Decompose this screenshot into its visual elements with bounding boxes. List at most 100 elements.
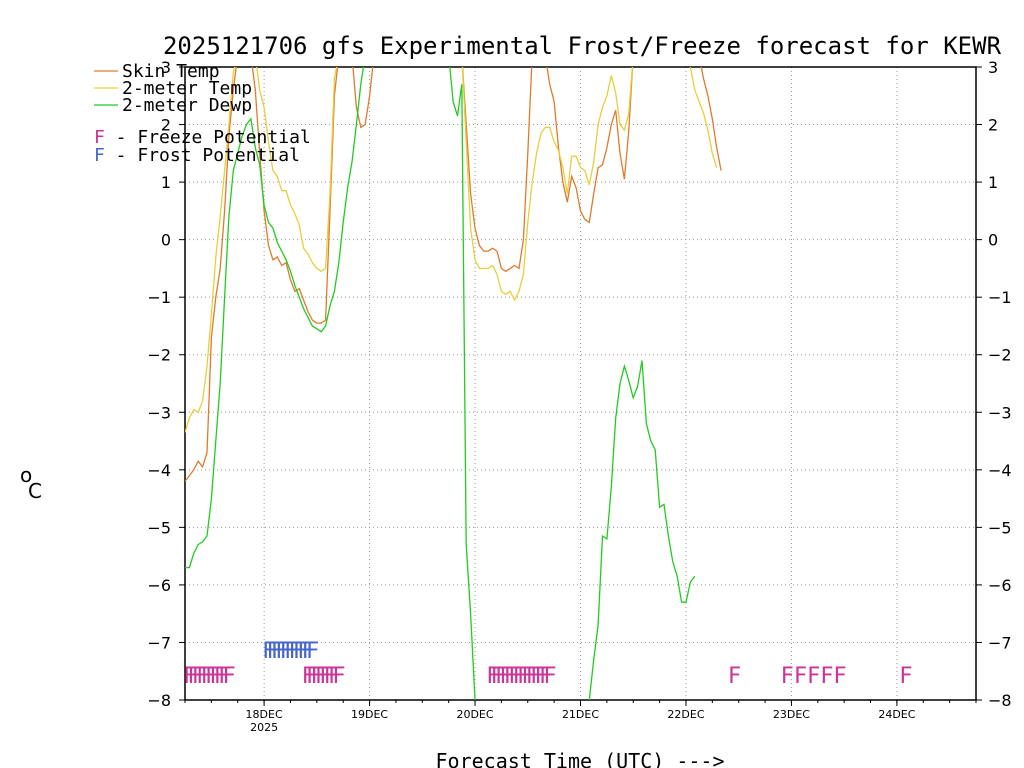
y-tick-label-right: −6 [988,576,1012,595]
freeze-potential-marker: F [205,664,218,689]
y-tick-label-right: −1 [988,288,1012,307]
y-tick-label-left: 3 [161,58,171,77]
y-tick-label-right: −2 [988,346,1012,365]
x-tick-sublabel: 2025 [250,721,278,734]
x-tick-label: 18DEC [246,708,283,721]
series-lines [185,67,722,700]
freeze-potential-marker: F [508,664,521,689]
y-axis-ticks: −8 −8 −7 −7 −6 −6 −5 −5 −4 −4 −3 −3 −2 −2 −1 −1 0 0 1 1 2 2 3 3 [147,58,1011,710]
freeze-potential-marker: F [306,664,319,689]
freeze-potential-marker: F [539,664,552,689]
frost-potential-marker: F [262,639,275,664]
y-tick-label-left: −5 [147,518,171,537]
frost-potential-marker: F [275,639,288,664]
freeze-potential-marker: F [486,664,499,689]
y-axis-unit-degree: o [20,463,32,487]
freeze-potential-marker: F [302,664,315,689]
freeze-potential-marker: F [728,664,741,689]
freeze-potential-marker: F [214,664,227,689]
x-axis-label: Forecast Time (UTC) ---> [436,749,725,768]
freeze-potential-marker: F [543,664,556,689]
y-tick-label-right: −8 [988,691,1012,710]
series-line-2-meter-dewp [449,67,476,700]
freeze-potential-marker: F [513,664,526,689]
gridlines [185,67,976,700]
freeze-potential-marker: F [535,664,548,689]
freeze-potential-marker: F [201,664,214,689]
frost-potential-marker: F [306,639,319,664]
x-tick-label: 24DEC [878,708,915,721]
frost-potential-marker: F [284,639,297,664]
potential-legend-letter: F [94,127,105,148]
y-tick-label-right: 3 [988,58,998,77]
series-line-skin-temp [185,67,237,482]
freeze-potential-marker: F [324,664,337,689]
series-line-skin-temp [700,67,722,171]
potential-legend-entry: F - Frost Potential [94,145,300,166]
series-line-skin-temp [546,67,634,224]
freeze-potential-marker: F [517,664,530,689]
frost-potential-marker: F [266,639,279,664]
y-tick-label-left: 2 [161,116,171,135]
freeze-potential-marker: F [196,664,209,689]
freeze-potential-marker: F [332,664,345,689]
series-line-skin-temp [461,67,533,273]
y-tick-label-right: 1 [988,173,998,192]
freeze-potential-marker: F [328,664,341,689]
freeze-potential-marker: F [781,664,794,689]
frost-potential-marker: F [293,639,306,664]
y-tick-label-right: 2 [988,116,998,135]
freeze-potential-marker: F [495,664,508,689]
freeze-potential-marker: F [192,664,205,689]
freeze-potential-marker: F [899,664,912,689]
legend-label: Skin Temp [122,61,220,82]
y-tick-label-right: −4 [988,461,1012,480]
y-tick-label-right: 0 [988,231,998,250]
y-tick-label-left: −7 [147,633,171,652]
x-tick-label: 21DEC [562,708,599,721]
series-line-2-meter-temp [461,67,633,302]
y-axis-unit-letter: C [28,479,42,503]
freeze-potential-marker: F [183,664,196,689]
freeze-potential-marker: F [807,664,820,689]
freeze-potential-marker: F [504,664,517,689]
freeze-potential-marker: F [491,664,504,689]
potential-legend-text: - Freeze Potential [105,127,311,148]
x-tick-label: 23DEC [773,708,810,721]
potential-legend-text: - Frost Potential [105,145,300,166]
freeze-potential-marker: F [499,664,512,689]
y-tick-label-right: −7 [988,633,1012,652]
series-line-2-meter-temp [256,67,338,273]
freeze-potential-marker: F [315,664,328,689]
series-line-2-meter-temp [689,67,718,168]
y-tick-label-left: −3 [147,403,171,422]
y-tick-label-left: −1 [147,288,171,307]
y-tick-label-right: −3 [988,403,1012,422]
freeze-potential-marker: F [209,664,222,689]
y-tick-label-left: −4 [147,461,171,480]
freeze-potential-marker: F [319,664,332,689]
series-line-2-meter-dewp [588,360,696,700]
legend-label: 2-meter Dewp [122,95,252,116]
chart-title: 2025121706 gfs Experimental Frost/Freeze… [163,32,1002,60]
freeze-potential-marker: F [187,664,200,689]
y-tick-label-left: −8 [147,691,171,710]
frost-potential-marker: F [271,639,284,664]
x-tick-label: 22DEC [667,708,704,721]
freeze-potential-marker: F [820,664,833,689]
freeze-potential-marker: F [218,664,231,689]
potential-legend-letter: F [94,145,105,166]
frost-potential-marker: F [297,639,310,664]
x-tick-label: 19DEC [351,708,388,721]
potential-legend-entry: F - Freeze Potential [94,127,311,148]
freeze-potential-marker: F [526,664,539,689]
freeze-potential-marker: F [833,664,846,689]
x-tick-label: 20DEC [456,708,493,721]
legend-label: 2-meter Temp [122,78,252,99]
frost-potential-marker: F [302,639,315,664]
series-line-2-meter-temp [185,67,236,433]
